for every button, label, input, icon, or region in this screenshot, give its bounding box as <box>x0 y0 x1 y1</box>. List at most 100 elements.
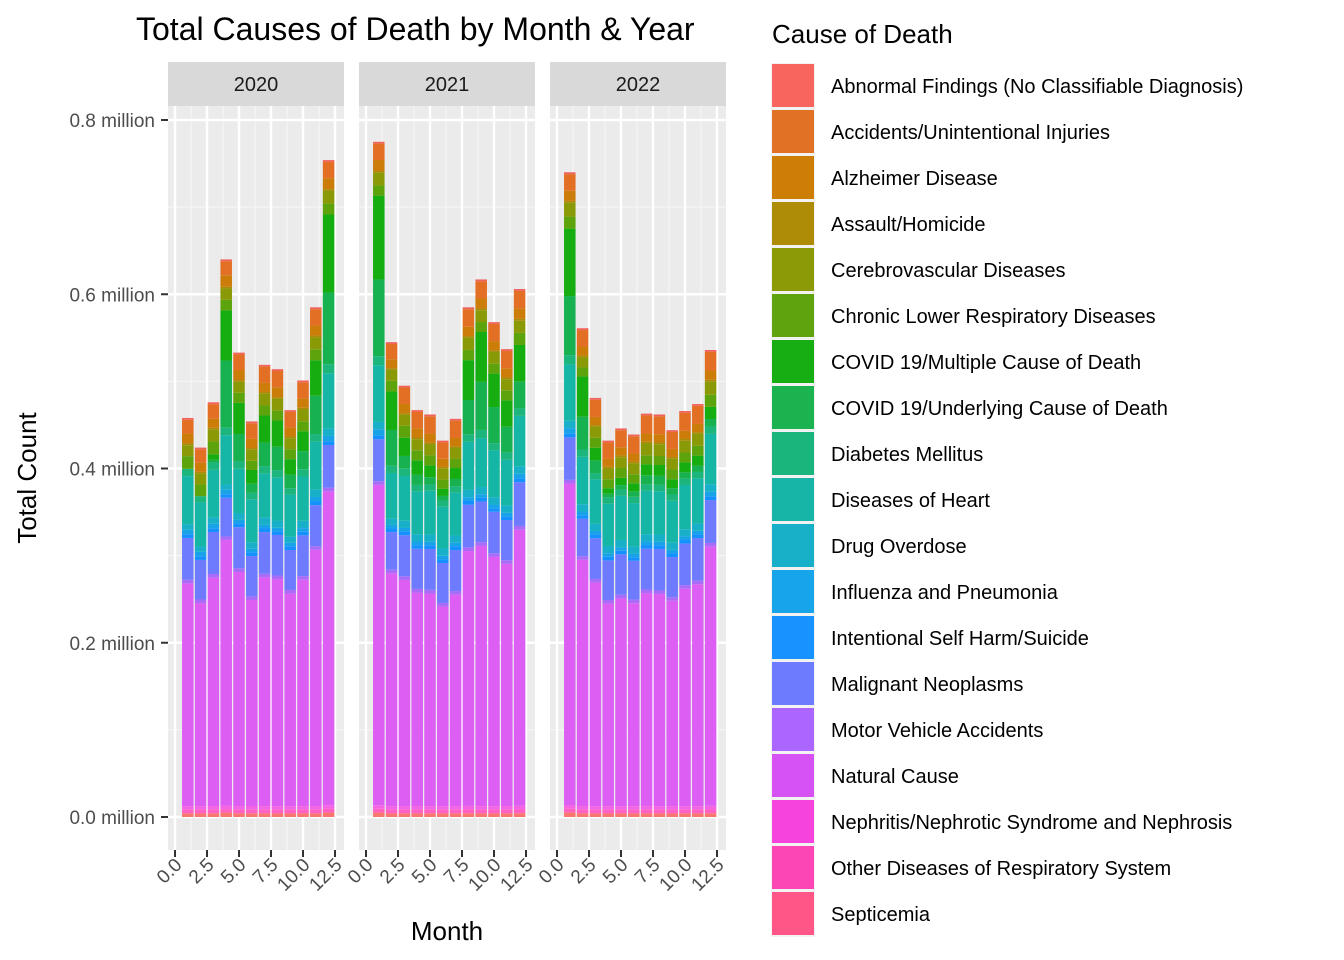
legend-label: Assault/Homicide <box>831 214 986 236</box>
bar-segment <box>475 809 487 814</box>
bar-segment <box>246 492 258 500</box>
bar-segment <box>194 603 207 807</box>
legend-swatch <box>772 64 814 107</box>
bar-segment <box>666 488 678 495</box>
bar-segment <box>615 430 627 448</box>
bar-segment <box>385 368 398 370</box>
bar-segment <box>310 307 322 310</box>
bar-segment <box>284 438 296 450</box>
bar-segment <box>194 806 207 810</box>
x-tick-label: 0.0 <box>153 855 187 889</box>
bar-segment <box>182 529 194 535</box>
bar-segment <box>297 476 309 521</box>
bar-segment <box>246 552 258 557</box>
bar-segment <box>628 806 640 810</box>
bar-segment <box>271 477 284 521</box>
bar-segment <box>475 279 487 282</box>
bar-segment <box>233 392 245 403</box>
bar-segment <box>207 441 220 455</box>
bar-segment <box>640 441 653 444</box>
bar-segment <box>373 429 385 436</box>
bar-segment <box>589 447 602 461</box>
bar-segment <box>373 141 385 144</box>
bar-segment <box>564 200 576 203</box>
bar-segment <box>246 448 258 450</box>
bar-segment <box>411 484 423 492</box>
bar-segment <box>424 593 436 807</box>
bar-segment <box>207 462 220 470</box>
bar-segment <box>271 397 284 399</box>
bar-segment <box>692 580 704 585</box>
bar-segment <box>233 519 245 524</box>
bar-month-1 <box>182 417 194 817</box>
bar-segment <box>437 809 449 814</box>
bar-segment <box>602 560 614 600</box>
bar-segment <box>207 459 220 463</box>
bar-segment <box>564 174 576 191</box>
bar-segment <box>220 539 232 806</box>
bar-segment <box>513 408 526 416</box>
legend-label: Alzheimer Disease <box>831 168 998 190</box>
bar-segment <box>666 500 678 543</box>
bar-segment <box>475 308 487 311</box>
bar-segment <box>501 368 513 378</box>
bar-segment <box>692 455 704 466</box>
bar-segment <box>258 806 271 810</box>
bar-segment <box>576 328 589 331</box>
chart-title: Total Causes of Death by Month & Year <box>136 11 695 47</box>
bar-segment <box>488 322 500 324</box>
bar-segment <box>501 452 513 460</box>
bar-segment <box>322 160 335 162</box>
bar-segment <box>424 477 436 485</box>
bar-segment <box>653 541 666 546</box>
bar-segment <box>220 435 232 485</box>
bar-segment <box>653 465 666 476</box>
bar-segment <box>679 438 691 441</box>
bar-segment <box>437 559 449 564</box>
bar-segment <box>297 809 309 814</box>
bar-segment <box>233 468 245 514</box>
bar-month-6 <box>246 421 258 817</box>
bar-segment <box>398 527 411 532</box>
bar-segment <box>501 377 513 380</box>
bar-segment <box>615 554 627 595</box>
legend-swatch <box>772 892 814 935</box>
legend-item: Intentional Self Harm/Suicide <box>771 615 1089 661</box>
bar-segment <box>462 441 475 490</box>
bar-segment <box>220 494 232 498</box>
bar-segment <box>322 189 335 191</box>
bar-segment <box>666 809 678 814</box>
bar-segment <box>462 813 475 817</box>
bar-segment <box>284 806 296 810</box>
bars-2021 <box>373 141 526 817</box>
bar-month-9 <box>666 430 678 817</box>
bar-segment <box>258 405 271 416</box>
bar-segment <box>704 379 717 382</box>
bar-segment <box>704 491 717 497</box>
bar-segment <box>246 423 258 439</box>
bar-segment <box>640 484 653 491</box>
bar-segment <box>398 475 411 521</box>
bar-segment <box>640 534 653 542</box>
bar-segment <box>220 497 232 537</box>
bar-segment <box>475 494 487 498</box>
bar-segment <box>310 335 322 338</box>
bar-segment <box>513 308 526 319</box>
bar-segment <box>424 589 436 594</box>
bar-segment <box>284 427 296 437</box>
bar-segment <box>207 469 220 518</box>
bar-segment <box>513 381 526 409</box>
bar-segment <box>297 431 309 452</box>
bar-segment <box>653 534 666 542</box>
legend-label: Natural Cause <box>831 766 959 788</box>
bar-segment <box>666 806 678 810</box>
bar-segment <box>182 537 194 580</box>
bar-segment <box>666 431 678 449</box>
bar-segment <box>385 813 398 817</box>
bar-segment <box>322 161 335 179</box>
bar-segment <box>513 805 526 810</box>
bar-segment <box>258 364 271 367</box>
bar-segment <box>640 415 653 434</box>
bar-segment <box>449 550 462 592</box>
